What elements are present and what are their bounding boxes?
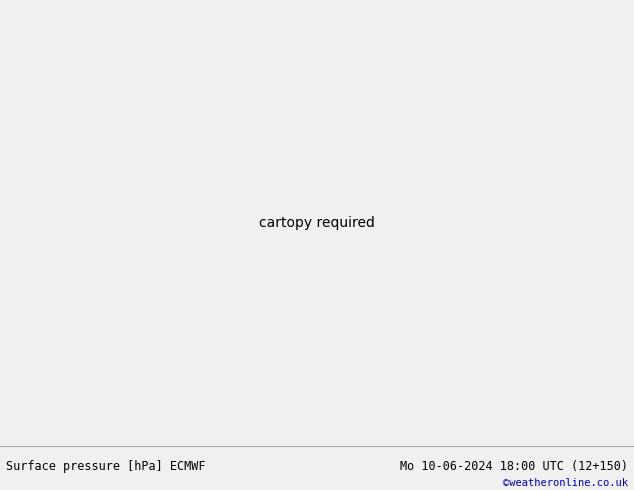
Text: ©weatheronline.co.uk: ©weatheronline.co.uk: [503, 478, 628, 488]
Text: Mo 10-06-2024 18:00 UTC (12+150): Mo 10-06-2024 18:00 UTC (12+150): [399, 460, 628, 473]
Text: Surface pressure [hPa] ECMWF: Surface pressure [hPa] ECMWF: [6, 460, 206, 473]
Text: cartopy required: cartopy required: [259, 216, 375, 230]
